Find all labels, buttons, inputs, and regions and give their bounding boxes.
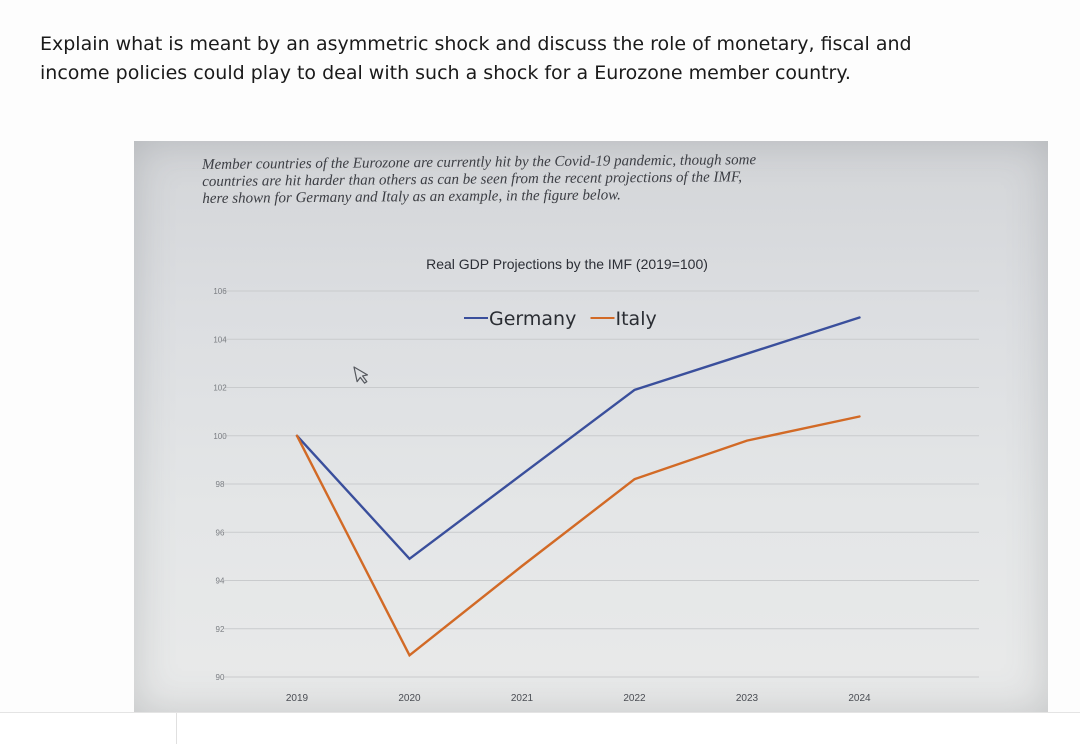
y-tick-label: 100 xyxy=(213,432,227,441)
y-tick-label: 102 xyxy=(213,384,227,393)
y-axis-ticks: 106 104 102 100 98 96 94 92 90 xyxy=(213,287,227,682)
y-tick-label: 94 xyxy=(216,577,225,586)
chart-grid xyxy=(224,290,979,678)
question-line-1: Explain what is meant by an asymmetric s… xyxy=(40,33,912,55)
series-line-germany xyxy=(295,316,861,561)
y-tick-label: 90 xyxy=(216,673,225,682)
series-lines xyxy=(295,316,861,658)
y-tick-label: 104 xyxy=(213,335,227,344)
legend-label-germany: Germany xyxy=(489,308,576,330)
chart-title: Real GDP Projections by the IMF (2019=10… xyxy=(426,256,708,272)
chart-photo: Member countries of the Eurozone are cur… xyxy=(134,141,1048,712)
x-tick-label: 2019 xyxy=(286,693,309,704)
y-tick-label: 106 xyxy=(213,287,227,296)
bottom-bar xyxy=(0,712,1080,744)
legend-label-italy: Italy xyxy=(616,308,657,330)
x-tick-label: 2024 xyxy=(848,693,871,704)
chart-legend: Germany Italy xyxy=(464,308,657,330)
question-text: Explain what is meant by an asymmetric s… xyxy=(40,30,1000,88)
y-tick-label: 92 xyxy=(216,625,225,634)
series-line-italy xyxy=(295,415,861,658)
y-tick-label: 98 xyxy=(216,480,225,489)
x-tick-label: 2022 xyxy=(623,693,646,704)
y-tick-label: 96 xyxy=(216,528,225,537)
gdp-line-chart: Real GDP Projections by the IMF (2019=10… xyxy=(213,256,979,704)
question-line-2: income policies could play to deal with … xyxy=(40,62,851,84)
mouse-pointer-icon xyxy=(353,366,369,384)
x-tick-label: 2021 xyxy=(511,693,534,704)
x-tick-label: 2020 xyxy=(398,693,421,704)
x-tick-label: 2023 xyxy=(736,693,759,704)
bottom-divider xyxy=(176,713,177,744)
x-axis-ticks: 2019 2020 2021 2022 2023 2024 xyxy=(286,693,871,704)
